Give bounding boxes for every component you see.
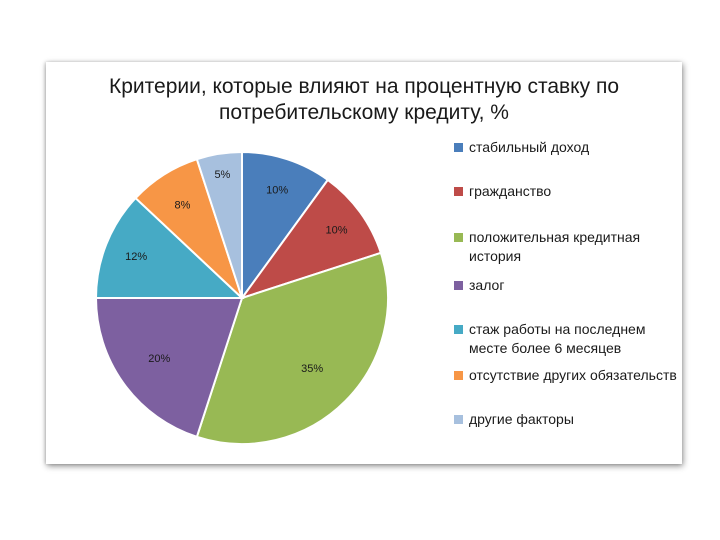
legend-label: стабильный доход xyxy=(469,139,590,155)
legend-item: гражданство xyxy=(454,182,680,201)
slice-value-label: 35% xyxy=(301,363,323,375)
slice-value-label: 10% xyxy=(325,224,347,236)
slice-value-label: 20% xyxy=(148,353,170,365)
pie-slice xyxy=(195,251,389,445)
legend-item: залог xyxy=(454,276,680,295)
legend-label: отсутствие других обязательств xyxy=(469,367,677,383)
legend-swatch xyxy=(454,281,463,290)
legend-label: гражданство xyxy=(469,183,552,199)
legend-swatch xyxy=(454,233,463,242)
legend-label: залог xyxy=(469,277,505,293)
legend-swatch xyxy=(454,143,463,152)
slice-value-label: 12% xyxy=(125,251,147,263)
pie-slice xyxy=(239,178,383,300)
legend-label: стаж работы на последнем месте более 6 м… xyxy=(469,321,646,356)
pie-slice xyxy=(94,297,244,439)
legend-swatch xyxy=(454,371,463,380)
legend-swatch xyxy=(454,415,463,424)
chart-title: Критерии, которые влияют на процентную с… xyxy=(46,74,682,126)
legend-item: отсутствие других обязательств xyxy=(454,366,680,385)
pie-slice xyxy=(195,150,243,299)
slice-value-label: 10% xyxy=(266,185,288,197)
legend-item: положительная кредитная история xyxy=(454,228,680,266)
legend-item: стаж работы на последнем месте более 6 м… xyxy=(454,320,680,358)
slice-value-label: 8% xyxy=(175,199,191,211)
chart-title-line-2: потребительскому кредиту, % xyxy=(219,101,509,124)
legend-label: другие факторы xyxy=(469,411,574,427)
pie-slice xyxy=(241,150,330,302)
chart-title-line-1: Критерии, которые влияют на процентную с… xyxy=(108,75,619,98)
legend-label: положительная кредитная история xyxy=(469,229,641,264)
chart-card: Критерии, которые влияют на процентную с… xyxy=(46,62,682,464)
pie-chart: 10% 10% 35% 20% 12% 8% 5% xyxy=(94,150,389,445)
pie-slice xyxy=(94,196,245,299)
slice-value-label: 5% xyxy=(214,169,230,181)
legend-item: стабильный доход xyxy=(454,138,680,157)
legend-swatch xyxy=(454,325,463,334)
legend-swatch xyxy=(454,187,463,196)
legend-item: другие факторы xyxy=(454,410,680,429)
